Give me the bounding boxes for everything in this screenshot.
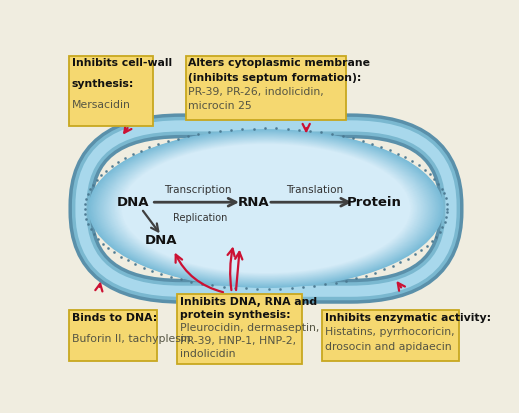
Text: Binds to DNA:: Binds to DNA: bbox=[72, 313, 157, 323]
Ellipse shape bbox=[105, 136, 427, 281]
Ellipse shape bbox=[96, 133, 436, 285]
Ellipse shape bbox=[118, 142, 414, 275]
Ellipse shape bbox=[112, 140, 420, 278]
FancyBboxPatch shape bbox=[69, 310, 157, 361]
Ellipse shape bbox=[99, 134, 433, 283]
Ellipse shape bbox=[94, 132, 438, 285]
Text: DNA: DNA bbox=[117, 196, 149, 209]
Ellipse shape bbox=[116, 141, 416, 276]
Ellipse shape bbox=[98, 133, 434, 284]
Ellipse shape bbox=[97, 133, 435, 284]
Text: RNA: RNA bbox=[238, 196, 270, 209]
Text: PR-39, PR-26, indolicidin,: PR-39, PR-26, indolicidin, bbox=[188, 87, 324, 97]
Text: Transcription: Transcription bbox=[164, 185, 231, 195]
Text: indolicidin: indolicidin bbox=[180, 349, 236, 358]
Ellipse shape bbox=[91, 131, 441, 287]
Ellipse shape bbox=[105, 137, 427, 280]
Text: drosocin and apidaecin: drosocin and apidaecin bbox=[325, 342, 452, 352]
Ellipse shape bbox=[90, 130, 442, 287]
Ellipse shape bbox=[111, 139, 421, 278]
Ellipse shape bbox=[104, 136, 428, 281]
Text: microcin 25: microcin 25 bbox=[188, 102, 252, 112]
Ellipse shape bbox=[117, 142, 415, 275]
FancyBboxPatch shape bbox=[69, 56, 154, 126]
Ellipse shape bbox=[115, 141, 417, 276]
Text: PR-39, HNP-1, HNP-2,: PR-39, HNP-1, HNP-2, bbox=[180, 336, 296, 346]
Text: protein synthesis:: protein synthesis: bbox=[180, 310, 291, 320]
FancyBboxPatch shape bbox=[177, 294, 302, 364]
Ellipse shape bbox=[117, 142, 415, 275]
Text: Inhibits cell-wall: Inhibits cell-wall bbox=[72, 58, 172, 68]
Ellipse shape bbox=[120, 143, 412, 274]
Ellipse shape bbox=[112, 140, 420, 277]
Ellipse shape bbox=[121, 144, 411, 273]
Ellipse shape bbox=[103, 136, 429, 281]
Ellipse shape bbox=[102, 135, 430, 282]
Ellipse shape bbox=[121, 144, 411, 273]
Text: synthesis:: synthesis: bbox=[72, 79, 134, 89]
Text: Translation: Translation bbox=[285, 185, 343, 195]
FancyBboxPatch shape bbox=[186, 56, 347, 119]
Ellipse shape bbox=[119, 143, 413, 274]
Ellipse shape bbox=[109, 138, 423, 279]
Text: Inhibits DNA, RNA and: Inhibits DNA, RNA and bbox=[180, 297, 318, 307]
Ellipse shape bbox=[100, 135, 432, 282]
Text: Protein: Protein bbox=[347, 196, 402, 209]
Text: (inhibits septum formation):: (inhibits septum formation): bbox=[188, 73, 362, 83]
Text: DNA: DNA bbox=[145, 234, 177, 247]
Text: Pleurocidin, dermaseptin,: Pleurocidin, dermaseptin, bbox=[180, 323, 320, 332]
Ellipse shape bbox=[92, 131, 440, 286]
Ellipse shape bbox=[113, 140, 419, 277]
Text: Mersacidin: Mersacidin bbox=[72, 100, 131, 110]
Ellipse shape bbox=[107, 138, 425, 280]
Ellipse shape bbox=[89, 130, 443, 287]
Ellipse shape bbox=[110, 139, 422, 278]
Ellipse shape bbox=[93, 131, 439, 286]
Ellipse shape bbox=[114, 141, 418, 276]
Ellipse shape bbox=[92, 131, 440, 286]
Ellipse shape bbox=[106, 137, 426, 280]
FancyBboxPatch shape bbox=[322, 310, 459, 361]
Ellipse shape bbox=[101, 135, 431, 282]
Text: Inhibits enzymatic activity:: Inhibits enzymatic activity: bbox=[325, 313, 491, 323]
Text: Buforin II, tachyplesin: Buforin II, tachyplesin bbox=[72, 334, 190, 344]
Ellipse shape bbox=[88, 129, 444, 288]
Text: Histatins, pyrrhocoricin,: Histatins, pyrrhocoricin, bbox=[325, 328, 455, 337]
Text: Alters cytoplasmic membrane: Alters cytoplasmic membrane bbox=[188, 58, 371, 68]
Ellipse shape bbox=[108, 138, 424, 279]
Ellipse shape bbox=[95, 132, 437, 285]
Ellipse shape bbox=[100, 134, 432, 283]
Text: Replication: Replication bbox=[173, 213, 228, 223]
